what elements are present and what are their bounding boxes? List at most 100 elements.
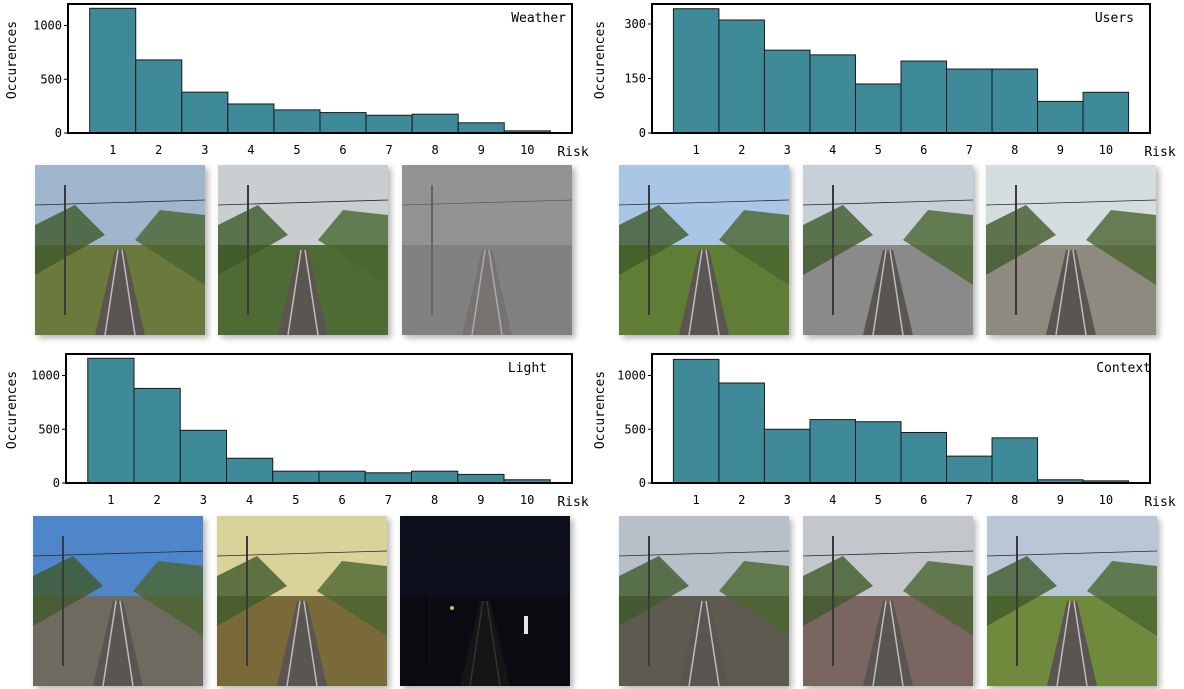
x-tick-label: 10 [1099,143,1113,157]
x-tick-label: 4 [829,493,836,507]
photo-users-city-crossing [803,165,973,335]
y-axis-label: Occurences [5,371,20,449]
left-vegetation [218,205,288,275]
right-vegetation [719,210,789,285]
right-vegetation [133,561,203,636]
plot-frame [67,3,573,134]
bar-9 [457,473,505,484]
bar-2 [718,382,765,484]
bar-8 [991,437,1039,484]
x-tick-label: 4 [246,493,253,507]
y-tick-label: 0 [53,476,60,490]
bar-6 [319,112,367,134]
rail-left [1055,249,1070,335]
photo-context-overhead [619,516,789,686]
rail-right [1073,600,1088,686]
y-tick-label: 150 [624,71,646,85]
bar-10 [1082,91,1130,134]
x-tick-label: 6 [339,493,346,507]
x-tick-label: 5 [875,493,882,507]
plot-frame [65,353,573,484]
photo-weather-sunny [35,165,205,335]
photo-light-sunset [217,516,387,686]
x-tick-label: 7 [966,143,973,157]
x-tick-label: 9 [1057,493,1064,507]
photo-light-day [33,516,203,686]
bar-5 [854,83,902,134]
chart-weather-svg: 0 500 1000 1 2 3 4 5 6 7 8 9 10 Risk Occurences Weather [5,3,589,160]
rail-right [304,249,319,335]
rail-left [471,249,486,335]
sky [400,516,570,606]
photo-canvas [217,516,387,686]
x-tick-label: 4 [247,143,254,157]
bar-6 [318,470,366,484]
photo-canvas [402,165,572,335]
lit-sign [524,616,528,634]
left-vegetation [217,556,287,626]
overhead-wire [803,199,973,206]
bar-8 [991,68,1039,134]
bar-2 [718,19,765,134]
rail-left [872,249,887,335]
overhead-wire [402,199,572,206]
x-tick-label: 9 [477,493,484,507]
left-vegetation [619,205,689,275]
rail-right [119,600,134,686]
y-tick-label: 500 [624,422,646,436]
x-tick-label: 7 [966,493,973,507]
right-vegetation [318,210,388,285]
right-vegetation [719,561,789,636]
x-tick-label: 5 [293,143,300,157]
photo-users-tram-station [986,165,1156,335]
rail-left [1056,600,1071,686]
bar-1 [672,8,720,134]
bar-3 [763,49,811,134]
x-tick-label: 6 [920,493,927,507]
rail-right [705,249,720,335]
bar-7 [365,114,413,134]
chart-users: 0 150 300 1 2 3 4 5 6 7 8 9 10 Risk Occurences Users [592,0,1184,162]
photo-weather-cloudy [218,165,388,335]
rail-left [102,600,117,686]
chart-users-svg: 0 150 300 1 2 3 4 5 6 7 8 9 10 Risk Occurences Users [593,3,1176,160]
left-vegetation [803,205,873,275]
bar-9 [457,122,505,134]
x-axis-label: Risk [1144,145,1175,160]
chart-light-svg: 0 500 1000 1 2 3 4 5 6 7 8 9 10 Risk Occurences Light [5,353,589,510]
photo-canvas [218,165,388,335]
rail-left [104,249,119,335]
bar-6 [900,431,948,484]
chart-context-svg: 0 500 1000 1 2 3 4 5 6 7 8 9 10 Risk Occurences Context [593,353,1176,510]
y-tick-label: 1000 [31,369,60,383]
x-tick-label: 6 [339,143,346,157]
right-vegetation [903,210,973,285]
x-tick-label: 10 [520,143,534,157]
bar-3 [179,429,228,484]
overhead-wire [619,550,789,557]
photo-light-night [400,516,570,686]
photo-weather-fog [402,165,572,335]
y-axis-label: Occurences [593,21,608,99]
rail-right [889,600,904,686]
y-tick-label: 500 [38,422,60,436]
overhead-wire [400,550,570,557]
bar-4 [226,457,274,484]
x-tick-label: 6 [920,143,927,157]
y-axis-label: Occurences [5,21,20,99]
right-vegetation [903,561,973,636]
rail-right [488,249,503,335]
x-tick-label: 8 [1011,143,1018,157]
photo-users-forest [619,165,789,335]
bar-9 [1037,100,1084,134]
x-axis-label: Risk [557,495,588,510]
x-tick-label: 7 [385,143,392,157]
rail-left [872,600,887,686]
bar-5 [854,421,902,484]
chart-title: Light [508,361,547,376]
chart-title: Weather [511,11,566,26]
x-axis-label: Risk [557,145,588,160]
right-vegetation [1087,561,1157,636]
x-tick-label: 1 [693,143,700,157]
overhead-wire [987,550,1157,557]
